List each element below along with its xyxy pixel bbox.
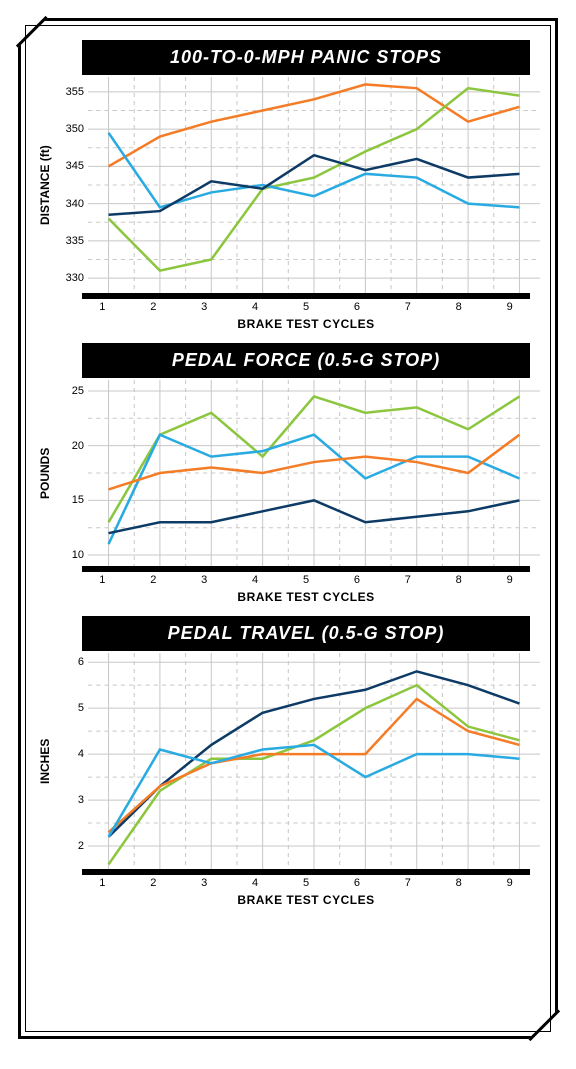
plot-area (88, 380, 540, 566)
y-tick: 335 (66, 235, 84, 247)
x-tick: 5 (303, 877, 309, 889)
x-tick: 2 (150, 301, 156, 313)
chart-title: PEDAL TRAVEL (0.5-G STOP) (82, 616, 530, 651)
y-tick: 355 (66, 86, 84, 98)
x-tick: 5 (303, 574, 309, 586)
x-tick: 8 (456, 877, 462, 889)
y-tick: 350 (66, 123, 84, 135)
y-tick: 15 (72, 494, 84, 506)
y-tick: 5 (78, 702, 84, 714)
x-tick: 3 (201, 877, 207, 889)
y-ticks: 2 3 4 5 6 (60, 653, 88, 869)
plot-wrap: POUNDS 10 15 20 25 (36, 380, 540, 566)
x-tick: 9 (507, 877, 513, 889)
x-axis-label: BRAKE TEST CYCLES (82, 317, 530, 331)
plot-wrap: DISTANCE (ft) 330 335 340 345 350 355 (36, 77, 540, 293)
plot-area (88, 77, 540, 293)
y-tick: 25 (72, 385, 84, 397)
x-tick: 7 (405, 877, 411, 889)
y-tick: 6 (78, 656, 84, 668)
x-tick: 8 (456, 574, 462, 586)
plot-area (88, 653, 540, 869)
x-tick: 9 (507, 301, 513, 313)
y-tick: 2 (78, 840, 84, 852)
y-tick: 330 (66, 272, 84, 284)
chart-force: PEDAL FORCE (0.5-G STOP)POUNDS1015202512… (36, 343, 540, 604)
x-tick: 6 (354, 301, 360, 313)
y-axis-label: INCHES (36, 653, 60, 869)
y-tick: 340 (66, 198, 84, 210)
x-ticks: 1 2 3 4 5 6 7 8 9 (82, 572, 530, 590)
x-tick: 7 (405, 574, 411, 586)
chart-title: PEDAL FORCE (0.5-G STOP) (82, 343, 530, 378)
x-axis-label: BRAKE TEST CYCLES (82, 590, 530, 604)
y-tick: 3 (78, 794, 84, 806)
x-tick: 4 (252, 301, 258, 313)
chart-panic: 100-TO-0-MPH PANIC STOPSDISTANCE (ft)330… (36, 40, 540, 331)
x-tick: 1 (99, 574, 105, 586)
x-tick: 4 (252, 877, 258, 889)
x-tick: 3 (201, 574, 207, 586)
x-tick: 8 (456, 301, 462, 313)
plot-wrap: INCHES 2 3 4 5 6 (36, 653, 540, 869)
y-tick: 345 (66, 160, 84, 172)
chart-travel: PEDAL TRAVEL (0.5-G STOP) INCHES 2 3 4 5 6 1 2 3 4… (36, 616, 540, 907)
y-axis-label: DISTANCE (ft) (36, 77, 60, 293)
y-ticks: 10 15 20 25 (60, 380, 88, 566)
x-tick: 1 (99, 877, 105, 889)
x-ticks: 1 2 3 4 5 6 7 8 9 (82, 299, 530, 317)
x-tick: 6 (354, 877, 360, 889)
y-ticks: 330 335 340 345 350 355 (60, 77, 88, 293)
x-tick: 2 (150, 574, 156, 586)
x-axis-label: BRAKE TEST CYCLES (82, 893, 530, 907)
x-tick: 4 (252, 574, 258, 586)
y-tick: 10 (72, 549, 84, 561)
y-tick: 20 (72, 440, 84, 452)
charts-container: 100-TO-0-MPH PANIC STOPSDISTANCE (ft)330… (18, 18, 558, 1039)
x-tick: 6 (354, 574, 360, 586)
x-tick: 3 (201, 301, 207, 313)
x-tick: 9 (507, 574, 513, 586)
x-tick: 1 (99, 301, 105, 313)
x-ticks: 1 2 3 4 5 6 7 8 9 (82, 875, 530, 893)
x-tick: 7 (405, 301, 411, 313)
x-tick: 5 (303, 301, 309, 313)
x-tick: 2 (150, 877, 156, 889)
y-tick: 4 (78, 748, 84, 760)
chart-title: 100-TO-0-MPH PANIC STOPS (82, 40, 530, 75)
y-axis-label: POUNDS (36, 380, 60, 566)
